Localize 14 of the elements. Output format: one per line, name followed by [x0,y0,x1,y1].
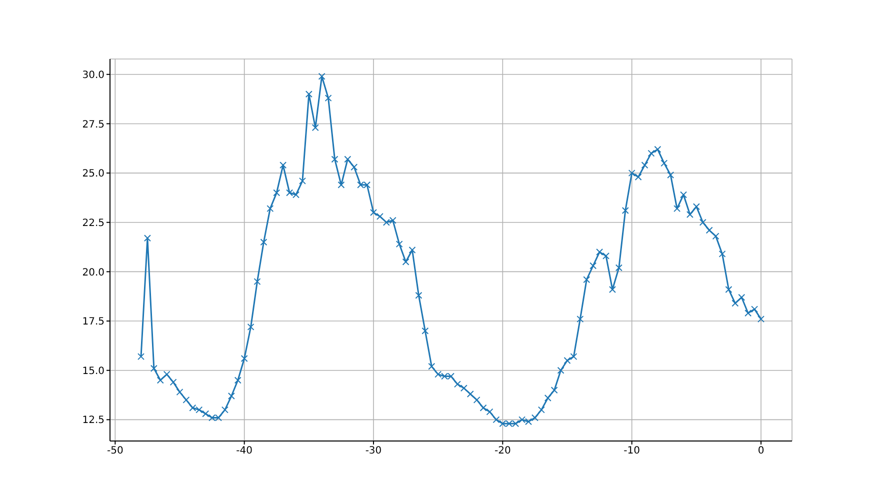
y-tick-label: 12.5 [82,415,104,426]
x-tick-label: -10 [624,446,640,457]
y-tick-label: 27.5 [82,119,104,130]
y-tick-label: 22.5 [82,218,104,229]
x-tick-label: -40 [236,446,253,457]
y-tick-label: 20.0 [82,267,104,278]
x-tick-label: -50 [106,446,124,457]
y-tick-label: 17.5 [82,316,104,328]
y-tick-label: 25.0 [82,168,104,180]
x-tick-label: 0 [758,446,764,457]
y-tick-label: 15.0 [82,366,104,377]
x-tick-label: -30 [365,446,382,457]
x-tick-label: -20 [494,446,511,457]
y-tick-label: 30.0 [82,70,104,81]
